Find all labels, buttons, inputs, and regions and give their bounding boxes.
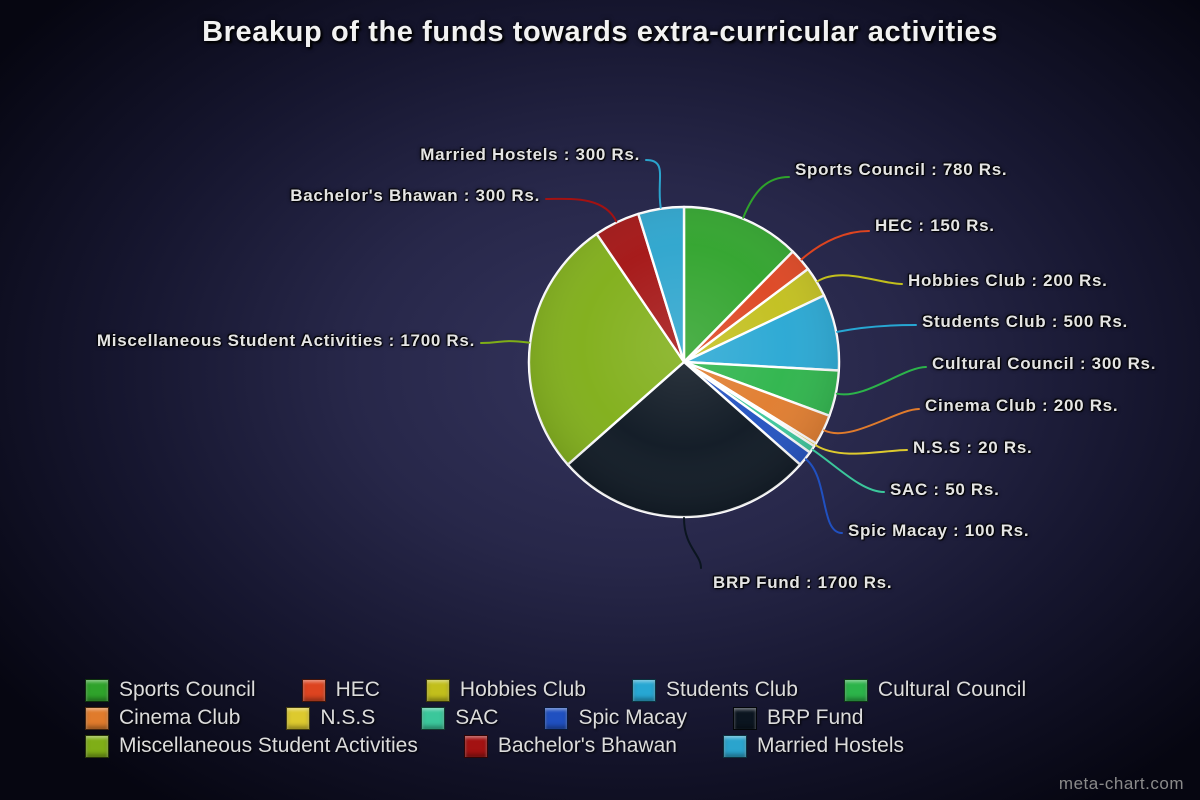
legend-label: Bachelor's Bhawan (497, 734, 677, 757)
slice-label: Cultural Council : 300 Rs. (932, 354, 1157, 373)
legend-label: Married Hostels (756, 734, 904, 757)
legend-swatch (544, 706, 569, 730)
leader-line (836, 324, 917, 333)
legend-swatch (85, 734, 109, 758)
legend-item: Cinema Club (85, 706, 240, 730)
leader-line (805, 458, 843, 534)
legend-label: SAC (455, 706, 499, 729)
legend-item: Bachelor's Bhawan (463, 734, 677, 758)
leader-line (480, 340, 531, 344)
legend-label: Sports Council (119, 678, 256, 701)
slice-label: Students Club : 500 Rs. (922, 312, 1128, 331)
legend-item: BRP Fund (732, 706, 864, 730)
watermark: meta-chart.com (1058, 774, 1184, 793)
leader-line (816, 274, 903, 285)
leader-line (742, 176, 790, 219)
legend-swatch (732, 706, 757, 730)
legend-item: Miscellaneous Student Activities (85, 734, 418, 758)
legend-item: N.S.S (286, 706, 375, 730)
legend-label: Hobbies Club (459, 678, 586, 701)
leader-line (645, 159, 662, 209)
legend-swatch (421, 706, 446, 730)
slice-label: Hobbies Club : 200 Rs. (908, 271, 1108, 290)
legend-swatch (843, 678, 868, 702)
legend-swatch (631, 678, 656, 702)
legend-row: Cinema Club N.S.S SAC Spic Macay BRP Fund (85, 704, 1026, 732)
leader-line (814, 444, 908, 455)
legend-item: Cultural Council (843, 678, 1027, 702)
legend-swatch (301, 678, 326, 702)
legend-swatch (286, 706, 311, 730)
pie-sheen-overlay (529, 207, 839, 517)
legend: Sports Council HEC Hobbies Club Students Cl… (85, 676, 1026, 760)
legend-item: Spic Macay (544, 706, 687, 730)
legend-swatch (463, 734, 488, 758)
leader-line (811, 448, 885, 493)
slice-label: BRP Fund : 1700 Rs. (713, 573, 893, 592)
leader-line (683, 517, 702, 569)
slice-label: Spic Macay : 100 Rs. (848, 521, 1030, 540)
legend-swatch (85, 678, 109, 702)
legend-swatch (85, 706, 109, 730)
legend-label: HEC (335, 678, 380, 701)
legend-label: Miscellaneous Student Activities (119, 734, 418, 757)
legend-item: Students Club (631, 678, 798, 702)
legend-label: BRP Fund (766, 706, 864, 729)
leader-line (545, 197, 618, 223)
slice-label: N.S.S : 20 Rs. (913, 438, 1033, 457)
slice-label: Married Hostels : 300 Rs. (420, 145, 640, 164)
legend-item: HEC (301, 678, 380, 702)
legend-label: Students Club (665, 678, 798, 701)
legend-item: Hobbies Club (425, 678, 586, 702)
legend-label: Cultural Council (877, 678, 1027, 701)
slice-label: HEC : 150 Rs. (875, 216, 995, 235)
legend-swatch (425, 678, 450, 702)
slice-label: SAC : 50 Rs. (890, 480, 1000, 499)
legend-item: Married Hostels (722, 734, 904, 758)
legend-row: Miscellaneous Student Activities Bachelor… (85, 732, 1026, 760)
legend-label: Spic Macay (578, 706, 687, 729)
slice-label: Bachelor's Bhawan : 300 Rs. (290, 186, 540, 205)
legend-label: Cinema Club (119, 706, 241, 729)
legend-label: N.S.S (320, 706, 376, 729)
legend-row: Sports Council HEC Hobbies Club Students Cl… (85, 676, 1026, 704)
slice-label: Cinema Club : 200 Rs. (925, 396, 1119, 415)
leader-line (823, 408, 920, 435)
legend-item: SAC (421, 706, 498, 730)
leader-line (835, 366, 927, 396)
slice-label: Miscellaneous Student Activities : 1700 … (96, 331, 475, 350)
legend-swatch (722, 734, 747, 758)
leader-line (800, 230, 870, 261)
chart-title: Breakup of the funds towards extra-curri… (202, 16, 998, 48)
legend-item: Sports Council (85, 678, 256, 702)
slice-label: Sports Council : 780 Rs. (795, 160, 1008, 179)
